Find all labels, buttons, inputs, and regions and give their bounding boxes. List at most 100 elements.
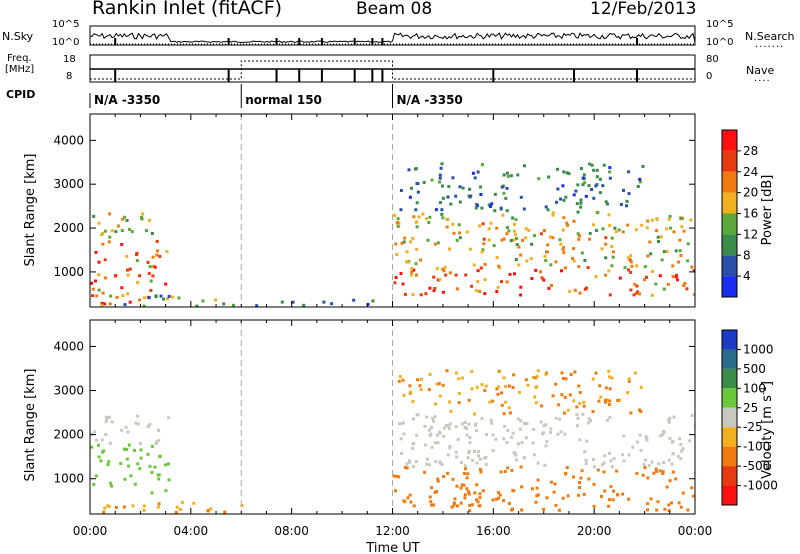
power-panel-ytick-label: 3000 — [53, 177, 84, 191]
power-panel-cell — [543, 254, 547, 258]
velocity-panel-cell — [578, 401, 582, 405]
power-panel-cell — [393, 213, 397, 217]
velocity-panel-cell — [677, 501, 681, 505]
velocity-panel-cell — [129, 474, 133, 478]
velocity-panel-cell — [157, 502, 161, 506]
power-panel-cell — [600, 247, 604, 251]
velocity-panel-cell — [136, 462, 140, 466]
power-panel-cell — [505, 226, 509, 229]
date-title: 12/Feb/2013 — [590, 0, 697, 19]
power-panel-cell — [396, 224, 400, 228]
power-panel-cell — [428, 286, 432, 290]
power-panel-cell — [393, 281, 397, 285]
noise-panel-frame — [89, 25, 696, 46]
velocity-panel-cell — [517, 442, 521, 446]
velocity-panel-cell — [470, 503, 474, 507]
power-panel-cell — [558, 238, 562, 242]
velocity-panel-cell — [478, 504, 482, 508]
velocity-panel-cell — [107, 505, 111, 509]
power-panel-cell — [524, 227, 528, 231]
power-colorbar-segment — [722, 255, 737, 277]
power-panel-cell — [399, 208, 403, 212]
velocity-panel-cell — [408, 384, 412, 388]
velocity-panel-cell — [607, 369, 611, 373]
velocity-colorbar-segment — [722, 485, 737, 505]
power-panel-cell — [94, 250, 98, 254]
power-panel-cell — [502, 191, 506, 195]
power-panel-cell — [572, 193, 576, 197]
power-panel-cell — [483, 278, 487, 282]
power-panel-cell — [280, 300, 284, 304]
velocity-panel-cell — [500, 403, 504, 407]
velocity-panel-cell — [491, 433, 495, 437]
velocity-panel-cell — [471, 459, 475, 462]
velocity-panel-cell — [532, 453, 536, 457]
power-panel-cell — [551, 236, 555, 240]
power-panel-cell — [103, 302, 107, 306]
power-panel-cell — [618, 276, 622, 280]
velocity-panel-cell — [612, 457, 616, 461]
velocity-panel-cell — [134, 421, 138, 425]
velocity-panel-cell — [564, 377, 568, 381]
velocity-colorbar-tick-label: 500 — [743, 362, 766, 376]
velocity-panel-cell — [457, 392, 461, 395]
power-panel-cell — [399, 272, 403, 275]
power-panel-cell — [114, 230, 118, 234]
power-panel-cell — [146, 260, 150, 264]
velocity-panel-cell — [497, 491, 500, 495]
velocity-panel-cell — [578, 481, 581, 484]
freq-tick-high: 18 — [63, 54, 76, 65]
power-panel-cell — [561, 184, 565, 188]
power-panel-ytick-label: 4000 — [53, 133, 84, 147]
velocity-panel-cell — [448, 446, 452, 450]
velocity-panel-cell — [110, 420, 114, 424]
velocity-panel-cell — [553, 482, 557, 486]
velocity-panel-cell — [392, 474, 396, 478]
velocity-panel-cell — [535, 486, 539, 490]
power-panel-cell — [291, 300, 295, 304]
xlabel: Time UT — [365, 541, 419, 554]
power-panel-cell — [519, 285, 523, 289]
velocity-panel-cell — [615, 469, 619, 473]
velocity-panel-cell — [509, 411, 512, 415]
velocity-panel-cell — [576, 493, 580, 497]
velocity-panel-cell — [674, 477, 678, 481]
velocity-panel-cell — [646, 508, 649, 512]
power-panel-cell — [513, 272, 516, 276]
power-panel-cell — [487, 227, 491, 231]
velocity-panel-cell — [500, 391, 503, 395]
velocity-panel-cell — [480, 416, 484, 420]
velocity-panel-cell — [603, 399, 607, 402]
velocity-panel-cell — [139, 456, 143, 460]
velocity-panel-cell — [679, 505, 683, 509]
power-panel-cell — [619, 203, 623, 206]
velocity-panel-cell — [478, 467, 482, 471]
power-colorbar-segment — [722, 276, 737, 297]
velocity-panel-cell — [412, 504, 416, 508]
power-panel-cell — [433, 242, 437, 246]
velocity-panel-cell — [150, 491, 154, 495]
velocity-panel-cell — [585, 439, 589, 443]
velocity-panel-cell — [626, 391, 629, 395]
power-panel-cell — [564, 195, 568, 199]
power-panel-cell — [458, 236, 462, 240]
velocity-panel-cell — [481, 489, 485, 493]
velocity-panel-cell — [581, 412, 585, 416]
power-panel-cell — [561, 228, 565, 232]
power-panel-cell — [412, 268, 416, 272]
velocity-panel-cell — [545, 496, 549, 500]
power-colorbar-segment — [722, 234, 737, 256]
power-panel-cell — [674, 249, 678, 253]
velocity-panel-cell — [536, 478, 540, 482]
velocity-panel-cell — [457, 377, 461, 381]
power-panel-cell — [607, 269, 611, 273]
velocity-panel-cell — [690, 414, 694, 417]
velocity-panel-cell — [661, 433, 665, 436]
velocity-panel-cell — [449, 409, 453, 413]
cpid-segment-label: normal 150 — [245, 93, 322, 107]
velocity-panel-cell — [436, 441, 440, 445]
power-panel-cell — [579, 205, 583, 209]
power-panel-cell — [409, 240, 413, 244]
power-panel-cell — [625, 199, 629, 203]
power-panel-cell — [416, 190, 420, 194]
